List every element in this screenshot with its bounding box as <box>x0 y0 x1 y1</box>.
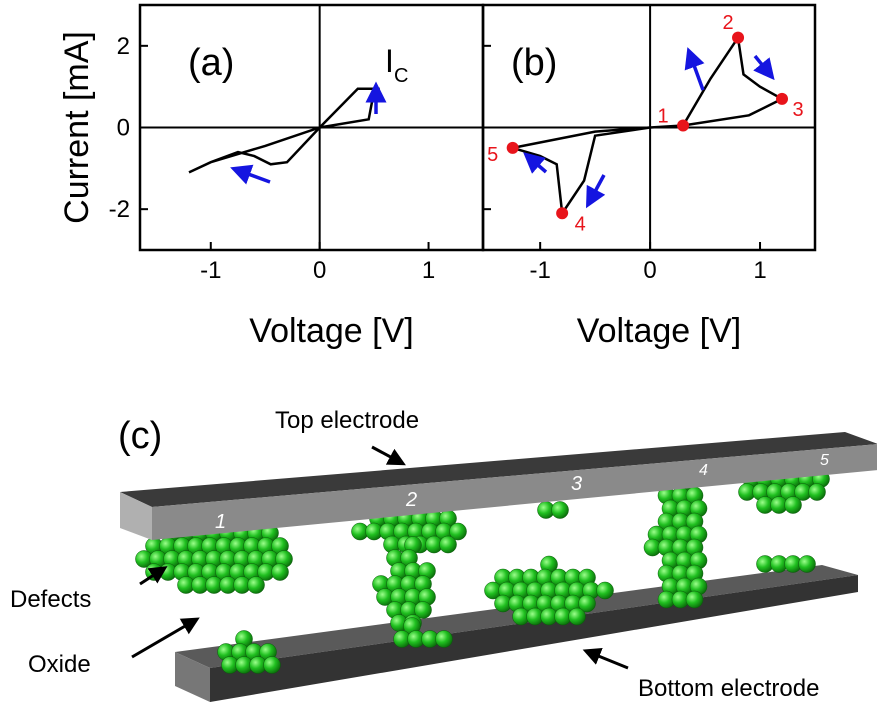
x-tick-label: 1 <box>753 257 766 284</box>
x-tick-label: 0 <box>313 257 326 284</box>
point-label: 2 <box>722 12 733 34</box>
label: Top electrode <box>275 407 419 434</box>
arrow <box>240 171 270 182</box>
y-tick-label: -2 <box>109 196 130 223</box>
defect-sphere <box>569 608 586 625</box>
arrow <box>591 653 628 668</box>
site-label: 2 <box>405 489 417 511</box>
x-tick-label: 1 <box>422 257 435 284</box>
device-diagram: (c) Top electrode Defects Oxide Bottom e… <box>10 407 877 702</box>
defect-sphere <box>552 502 569 519</box>
x-axis-label: Voltage [V] <box>249 312 413 350</box>
site-label: 3 <box>571 473 582 495</box>
label: Bottom electrode <box>638 675 819 702</box>
panel-label: (b) <box>511 42 557 84</box>
switch-point <box>776 93 788 105</box>
arrow <box>691 57 703 90</box>
defect-sphere <box>272 564 289 581</box>
x-axis-label: Voltage [V] <box>577 312 741 350</box>
site-label: 4 <box>699 462 708 479</box>
defect-sphere <box>686 591 703 608</box>
arrow <box>372 447 398 461</box>
defect-sphere <box>799 556 816 573</box>
site-label: 1 <box>215 511 226 533</box>
x-tick-label: -1 <box>200 257 221 284</box>
page: -1 0 1 -2 0 2 (a) Voltage [V] Current [mA] IC -1 0 1… <box>0 0 877 726</box>
defect-sphere <box>264 657 281 674</box>
arrow <box>755 56 768 72</box>
switch-point <box>677 119 689 131</box>
iv-curve <box>189 89 380 173</box>
annotation-sub: C <box>394 65 408 87</box>
figure: -1 0 1 -2 0 2 (a) Voltage [V] Current [mA] IC -1 0 1… <box>0 0 877 726</box>
arrow <box>591 175 604 199</box>
panel-label: (a) <box>188 42 234 84</box>
site-label: 5 <box>820 452 829 469</box>
panel-label: (c) <box>118 415 162 457</box>
point-label: 4 <box>575 214 586 236</box>
x-tick-label: 0 <box>643 257 656 284</box>
y-tick-label: 2 <box>117 33 130 60</box>
label: Oxide <box>28 651 91 678</box>
switch-point <box>507 142 519 154</box>
defect-sphere <box>440 536 457 553</box>
defect-sphere <box>597 582 614 599</box>
y-axis-label: Current [mA] <box>58 31 96 224</box>
defect-sphere <box>248 577 265 594</box>
point-label: 1 <box>658 106 669 128</box>
point-label: 3 <box>792 99 803 121</box>
defect-sphere <box>785 497 802 514</box>
point-label: 5 <box>487 144 498 166</box>
x-tick-label: -1 <box>529 257 550 284</box>
defect-sphere <box>809 484 826 501</box>
arrow <box>531 159 546 172</box>
defect-sphere <box>436 631 453 648</box>
switch-point <box>732 32 744 44</box>
switch-point <box>556 207 568 219</box>
annotation: I <box>385 43 394 79</box>
label: Defects <box>10 586 91 613</box>
y-tick-label: 0 <box>117 115 130 142</box>
